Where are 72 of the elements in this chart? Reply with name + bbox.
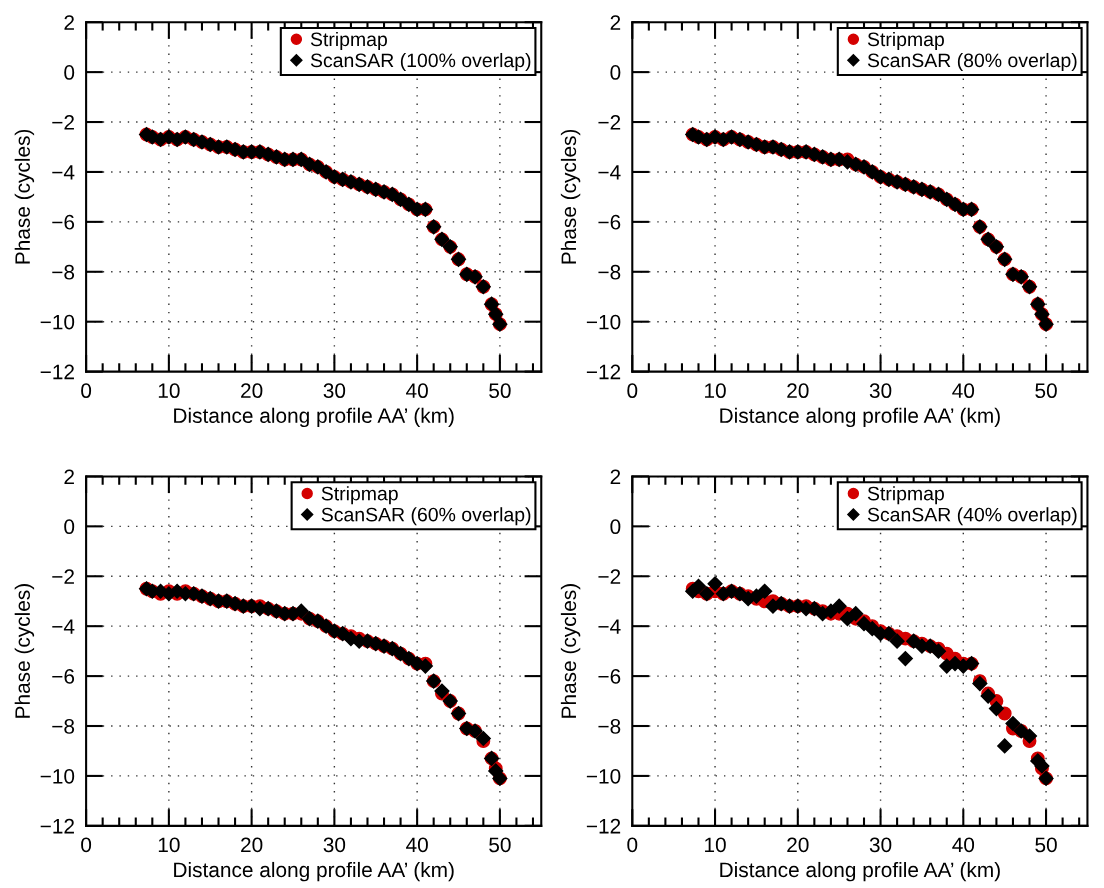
y-tick-label: 2 [610,469,621,484]
x-tick-label: 40 [952,383,975,399]
x-tick-label: 0 [627,383,638,399]
x-tick-label: 50 [489,383,511,399]
x-tick-label: 10 [705,383,726,399]
y-tick-label: −6 [52,214,75,230]
y-tick-label: −12 [40,364,74,380]
x-tick-label: 20 [787,837,809,853]
x-tick-label: 0 [627,837,638,853]
legend-label: Stripmap [867,486,944,505]
x-tick-label: 20 [787,383,809,399]
y-tick-label: −6 [52,669,75,684]
y-tick-label: 0 [610,65,621,80]
y-tick-label: −8 [598,719,621,734]
y-axis-title: Phase (cycles) [560,584,581,718]
x-tick-label: 20 [241,383,263,399]
y-tick-label: −8 [598,264,621,280]
x-tick-label: 20 [241,837,263,853]
y-tick-label: −6 [598,214,621,230]
y-tick-label: −10 [40,314,75,330]
y-tick-label: −2 [598,115,621,130]
y-tick-label: −4 [598,619,621,634]
y-tick-label: −6 [598,669,621,684]
x-tick-label: 40 [952,837,975,853]
x-tick-label: 30 [323,837,346,853]
y-tick-label: 2 [610,15,621,30]
legend-label: Stripmap [310,31,387,51]
y-tick-label: −10 [586,314,621,330]
x-tick-label: 10 [158,383,180,399]
y-tick-label: 2 [64,469,74,484]
x-axis-title: Distance along profile AA’ (km) [720,407,1000,428]
x-tick-label: 30 [869,383,892,399]
legend-label: ScanSAR (80% overlap) [867,52,1077,72]
y-tick-label: −8 [52,719,75,734]
y-tick-label: −2 [52,569,74,584]
x-tick-label: 50 [1035,383,1057,399]
legend-label: ScanSAR (40% overlap) [867,507,1077,526]
x-tick-label: 40 [406,837,428,853]
y-tick-label: 0 [64,65,75,80]
y-axis-title: Phase (cycles) [560,129,581,264]
x-tick-label: 10 [158,837,180,853]
x-tick-label: 0 [81,383,92,399]
x-axis-title: Distance along profile AA’ (km) [174,407,454,428]
x-axis-title: Distance along profile AA’ (km) [720,861,1000,882]
y-tick-label: −12 [586,818,621,834]
legend-label: ScanSAR (60% overlap) [321,507,531,526]
x-tick-label: 30 [869,837,892,853]
y-tick-label: −2 [52,115,74,130]
y-axis-title: Phase (cycles) [14,584,35,718]
x-tick-label: 50 [1035,837,1057,853]
y-tick-label: −10 [586,768,621,784]
y-axis-title: Phase (cycles) [14,129,35,264]
y-tick-label: 0 [610,519,621,535]
y-tick-label: 0 [64,519,75,535]
legend-label: Stripmap [321,486,398,505]
y-tick-label: −2 [598,569,621,584]
legend-label: Stripmap [867,31,944,51]
y-tick-label: −4 [52,165,75,180]
y-tick-label: −4 [52,619,75,634]
x-tick-label: 40 [406,383,428,399]
y-tick-label: −12 [40,818,74,834]
x-tick-label: 10 [705,837,726,853]
y-tick-label: −10 [40,768,75,784]
x-tick-label: 50 [489,837,511,853]
x-tick-label: 0 [81,837,92,853]
x-axis-title: Distance along profile AA’ (km) [174,861,454,882]
x-tick-label: 30 [323,383,346,399]
y-tick-label: −4 [598,165,621,180]
y-tick-label: −8 [52,264,75,280]
y-tick-label: −12 [586,364,621,380]
legend-label: ScanSAR (100% overlap) [310,52,531,72]
y-tick-label: 2 [64,15,74,30]
